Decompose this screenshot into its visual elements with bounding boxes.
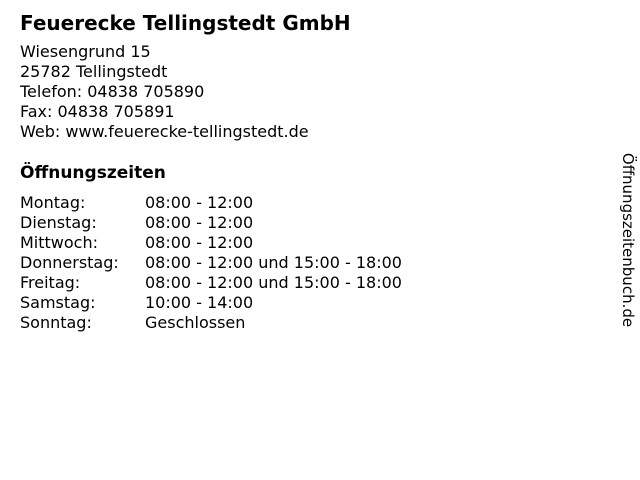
hours-row-friday: Freitag: 08:00 - 12:00 und 15:00 - 18:00 (20, 273, 600, 293)
time-value: 08:00 - 12:00 und 15:00 - 18:00 (145, 253, 402, 272)
address-street: Wiesengrund 15 (20, 42, 151, 61)
opening-hours-heading: Öffnungszeiten (20, 163, 166, 183)
business-info-page: Feuerecke Tellingstedt GmbH Wiesengrund … (20, 0, 600, 333)
phone-line: Telefon: 04838 705890 (20, 82, 205, 101)
day-label: Mittwoch: (20, 233, 98, 252)
hours-row-sunday: Sonntag: Geschlossen (20, 313, 600, 333)
address-city: 25782 Tellingstedt (20, 62, 168, 81)
day-label: Dienstag: (20, 213, 97, 232)
watermark-site-name: Öffnungszeitenbuch.de (619, 152, 637, 328)
day-label: Samstag: (20, 293, 96, 312)
fax-line: Fax: 04838 705891 (20, 102, 175, 121)
day-label: Freitag: (20, 273, 81, 292)
time-value: Geschlossen (145, 313, 246, 332)
time-value: 08:00 - 12:00 (145, 213, 254, 232)
opening-hours-table: Montag: 08:00 - 12:00 Dienstag: 08:00 - … (20, 193, 600, 333)
page-title: Feuerecke Tellingstedt GmbH (20, 11, 351, 35)
day-label: Sonntag: (20, 313, 92, 332)
web-line: Web: www.feuerecke-tellingstedt.de (20, 122, 309, 141)
hours-row-thursday: Donnerstag: 08:00 - 12:00 und 15:00 - 18… (20, 253, 600, 273)
time-value: 10:00 - 14:00 (145, 293, 254, 312)
hours-row-saturday: Samstag: 10:00 - 14:00 (20, 293, 600, 313)
time-value: 08:00 - 12:00 (145, 193, 254, 212)
hours-row-tuesday: Dienstag: 08:00 - 12:00 (20, 213, 600, 233)
hours-row-wednesday: Mittwoch: 08:00 - 12:00 (20, 233, 600, 253)
hours-row-monday: Montag: 08:00 - 12:00 (20, 193, 600, 213)
contact-block: Wiesengrund 15 25782 Tellingstedt Telefo… (20, 42, 600, 142)
time-value: 08:00 - 12:00 und 15:00 - 18:00 (145, 273, 402, 292)
day-label: Donnerstag: (20, 253, 119, 272)
day-label: Montag: (20, 193, 86, 212)
time-value: 08:00 - 12:00 (145, 233, 254, 252)
